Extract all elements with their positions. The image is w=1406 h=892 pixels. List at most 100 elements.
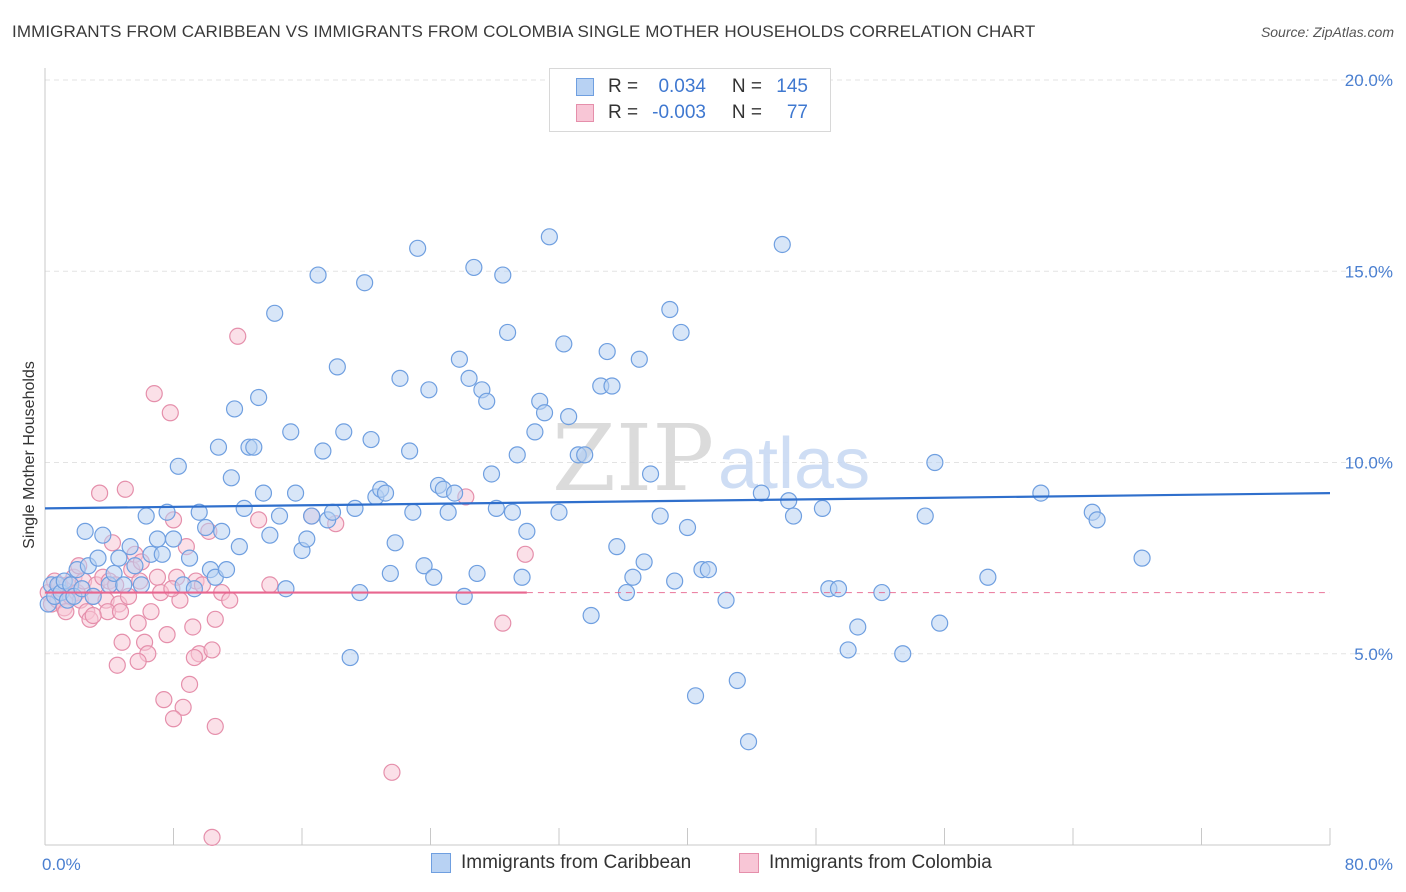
x-tick-label: 0.0% [42, 855, 81, 874]
caribbean-point [499, 323, 517, 342]
caribbean-point [314, 442, 332, 460]
source-label: Source: ZipAtlas.com [1260, 24, 1394, 40]
colombia-point [221, 591, 239, 609]
caribbean-point [829, 580, 848, 598]
caribbean-point [185, 580, 203, 598]
trend-lines [44, 492, 1331, 594]
caribbean-point [1032, 484, 1050, 502]
caribbean-point [608, 538, 626, 556]
caribbean-point [450, 350, 469, 368]
caribbean-point [555, 335, 573, 353]
caribbean-point [686, 687, 705, 705]
caribbean-point [813, 499, 832, 517]
colombia-point [84, 606, 102, 625]
caribbean-point [197, 518, 215, 537]
caribbean-point [346, 499, 364, 517]
caribbean-point [169, 457, 187, 475]
caribbean-point [651, 507, 669, 525]
colombia-point [148, 568, 167, 586]
caribbean-point [105, 564, 123, 583]
caribbean-point [439, 503, 457, 521]
caribbean-point [126, 557, 144, 575]
colombia-point [203, 641, 221, 659]
legend-r-value: 0.034 [658, 76, 706, 97]
caribbean-point [535, 404, 554, 422]
caribbean-point [222, 469, 240, 487]
colombia-point [229, 327, 247, 345]
axes [44, 68, 1331, 846]
caribbean-point [482, 465, 501, 483]
caribbean-point [420, 381, 438, 399]
colombia-point [180, 675, 199, 693]
caribbean-point [635, 553, 653, 571]
caribbean-point [455, 587, 473, 605]
caribbean-point [277, 580, 295, 598]
colombia-point [174, 698, 192, 716]
caribbean-point [641, 465, 660, 483]
caribbean-point [1088, 511, 1106, 529]
caribbean-point [598, 342, 616, 361]
caribbean-point [309, 266, 327, 284]
caribbean-point [261, 526, 279, 544]
caribbean-trend-line [44, 492, 1331, 510]
colombia-point [145, 385, 163, 403]
caribbean-point [89, 549, 107, 567]
caribbean-point [624, 568, 642, 586]
caribbean-point [132, 576, 150, 594]
caribbean-point [780, 492, 798, 510]
watermark: ZIP atlas [552, 405, 870, 512]
caribbean-point [460, 369, 478, 387]
caribbean-point [209, 438, 228, 456]
caribbean-point [540, 228, 558, 246]
bottom-legend-swatch-blue [431, 853, 451, 873]
caribbean-point [582, 606, 600, 625]
caribbean-point [286, 484, 305, 502]
legend-swatch-blue [576, 78, 594, 96]
caribbean-point [931, 614, 949, 632]
colombia-point [113, 633, 131, 651]
colombia-point [261, 576, 279, 594]
caribbean-point [666, 572, 684, 590]
colombia-point [203, 828, 221, 846]
caribbean-point [728, 671, 746, 690]
caribbean-point [190, 503, 208, 521]
caribbean-point [526, 423, 544, 441]
caribbean-point [376, 484, 395, 502]
caribbean-point [550, 503, 568, 521]
caribbean-point [148, 530, 167, 548]
colombia-point [383, 763, 401, 781]
caribbean-point [158, 503, 176, 521]
legend-swatch-pink [576, 104, 594, 122]
caribbean-point [752, 484, 770, 502]
colombia-point [250, 511, 268, 529]
caribbean-point [254, 484, 273, 502]
caribbean-point [839, 641, 857, 659]
caribbean-point [487, 499, 505, 517]
legend-r-label: R = [608, 76, 639, 97]
caribbean-point [245, 438, 263, 456]
colombia-point [206, 610, 224, 628]
caribbean-point [282, 423, 300, 441]
caribbean-point [381, 564, 399, 583]
caribbean-point [445, 484, 464, 502]
caribbean-point [409, 239, 427, 257]
caribbean-point [849, 618, 867, 636]
caribbean-point [661, 300, 679, 319]
legend-n-label: N = [731, 102, 762, 123]
colombia-point [116, 480, 134, 498]
caribbean-point [115, 576, 133, 594]
caribbean-point [250, 388, 268, 407]
caribbean-point [84, 587, 102, 605]
caribbean-point [121, 538, 139, 556]
colombia-point [111, 603, 130, 621]
caribbean-point [217, 560, 236, 579]
legend-row-caribbean: R = 0.034 N = 145 [550, 74, 808, 100]
tick-labels: 5.0% 10.0% 15.0% 20.0% 0.0% 80.0% [42, 71, 1393, 874]
y-tick-label: 15.0% [1345, 262, 1393, 281]
caribbean-point [494, 266, 512, 284]
y-axis-label: Single Mother Households [21, 361, 38, 549]
caribbean-point [230, 538, 248, 556]
caribbean-point [576, 446, 594, 464]
caribbean-point [560, 408, 578, 426]
y-tick-label: 20.0% [1345, 71, 1393, 90]
